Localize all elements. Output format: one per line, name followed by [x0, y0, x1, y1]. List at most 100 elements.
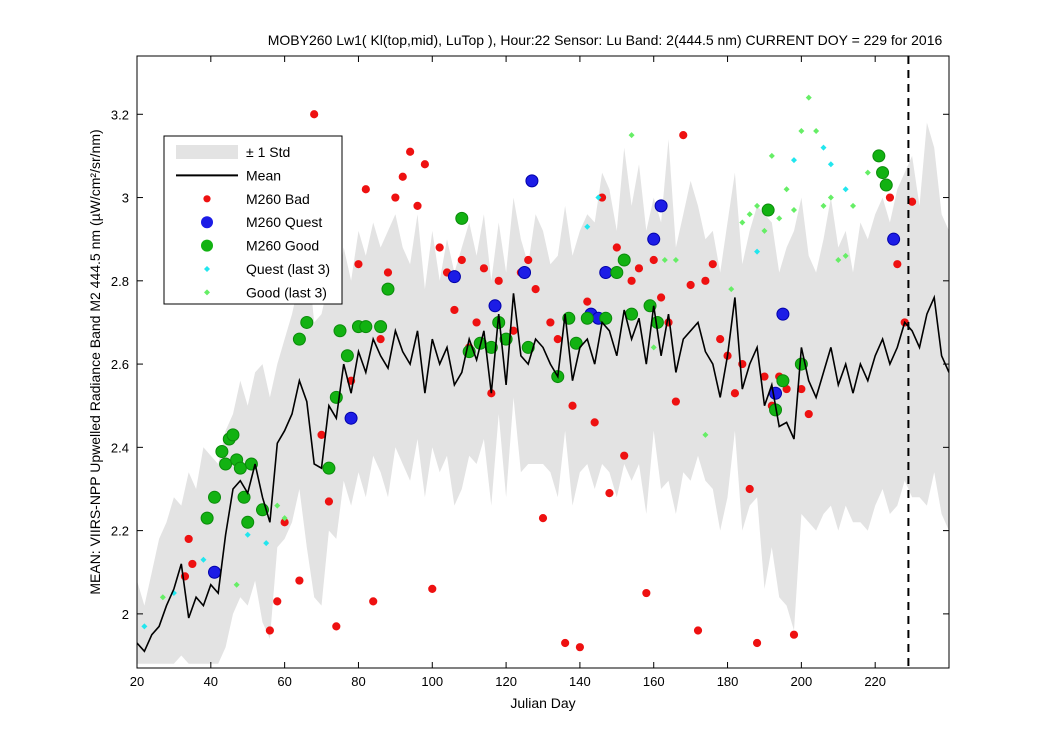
legend-label: M260 Quest [246, 214, 322, 230]
bad-point [310, 110, 319, 119]
x-tick-label: 120 [495, 674, 517, 689]
x-tick-label: 220 [864, 674, 886, 689]
quest-last3-points [141, 144, 849, 630]
axes-frame [136, 55, 950, 669]
bad-point [354, 260, 363, 269]
bad-point [752, 638, 762, 648]
good-point [761, 203, 775, 217]
bad-point [561, 638, 570, 648]
legend-label: Quest (last 3) [246, 261, 330, 277]
bad-point [642, 588, 651, 598]
bad-point [406, 147, 415, 156]
bad-point [575, 643, 585, 652]
good-last3-point [233, 581, 240, 588]
legend-label: Mean [246, 167, 281, 183]
good-points [200, 149, 893, 529]
std-band [137, 122, 949, 664]
bad-point [583, 297, 592, 306]
bad-point [332, 622, 341, 631]
bad-point [265, 626, 274, 635]
bad-point [391, 193, 400, 202]
good-point [617, 253, 631, 267]
good-point [599, 311, 613, 325]
legend-swatch [201, 239, 213, 252]
good-last3-point [761, 227, 768, 234]
bad-point [538, 514, 548, 523]
bad-point [907, 197, 917, 206]
quest-last3-point [263, 540, 270, 547]
quest-last3-point [754, 248, 761, 255]
good-last3-point [628, 132, 635, 139]
bad-point [605, 489, 614, 498]
bad-point [590, 418, 599, 427]
bad-point [634, 264, 644, 273]
bad-point [457, 255, 466, 265]
quest-point [769, 386, 783, 400]
good-last3-point [746, 211, 753, 218]
good-last3-point [650, 344, 657, 351]
x-tick-label: 20 [130, 674, 144, 689]
bad-point [369, 597, 378, 606]
y-tick-label: 2.8 [111, 274, 129, 289]
bad-point [679, 131, 688, 140]
legend-swatch [204, 289, 210, 296]
legend-label: ± 1 Std [246, 144, 290, 160]
good-last3-point [790, 207, 797, 214]
quest-point [887, 232, 901, 246]
bad-point [730, 389, 740, 398]
y-tick-label: 2.4 [111, 440, 129, 455]
bad-point [420, 160, 429, 169]
quest-last3-point [584, 223, 591, 230]
good-point [241, 515, 255, 529]
good-last3-point [281, 515, 288, 522]
good-last3-point [728, 286, 735, 293]
legend: ± 1 Std Mean M260 Bad M260 Quest M260 Good Qu… [163, 135, 343, 305]
good-last3-point [842, 252, 849, 259]
quest-points [208, 174, 901, 579]
bad-point [479, 264, 489, 273]
legend-item: Good (last 3) [204, 284, 327, 300]
good-point [219, 457, 233, 471]
bad-point [716, 335, 725, 344]
y-tick-label: 3.2 [111, 107, 129, 122]
good-last3-point [702, 431, 709, 438]
legend-swatch [176, 145, 238, 159]
mean-line [137, 293, 949, 653]
bad-point [472, 318, 481, 327]
bad-point [383, 268, 393, 277]
bad-point [450, 305, 459, 315]
good-point [226, 428, 240, 442]
bad-point [568, 401, 577, 410]
bad-point [745, 484, 754, 494]
bad-point [428, 584, 437, 593]
bad-point [612, 243, 621, 252]
good-point [208, 490, 222, 504]
bad-point [657, 293, 666, 302]
x-tick-label: 140 [569, 674, 591, 689]
good-point [455, 211, 469, 225]
bad-point [760, 372, 769, 381]
y-tick-label: 2.2 [111, 524, 129, 539]
legend-item: Quest (last 3) [204, 261, 330, 277]
good-last3-point [776, 215, 783, 222]
x-tick-label: 100 [421, 674, 443, 689]
bad-point [376, 335, 385, 344]
quest-point [488, 299, 502, 313]
good-last3-point [159, 594, 166, 601]
bad-point [804, 409, 813, 419]
good-point [300, 315, 314, 329]
x-tick-label: 80 [351, 674, 365, 689]
legend-item: M260 Bad [203, 191, 310, 207]
bad-point [693, 626, 703, 635]
bad-point [701, 276, 710, 285]
legend-label: M260 Good [246, 238, 319, 254]
bad-point [524, 255, 533, 265]
bad-point [789, 630, 799, 639]
good-last3-point [850, 202, 857, 209]
legend-item: ± 1 Std [176, 144, 290, 160]
bad-point [324, 497, 334, 506]
good-last3-point [754, 202, 761, 209]
bad-point [671, 397, 680, 406]
x-tick-label: 180 [717, 674, 739, 689]
